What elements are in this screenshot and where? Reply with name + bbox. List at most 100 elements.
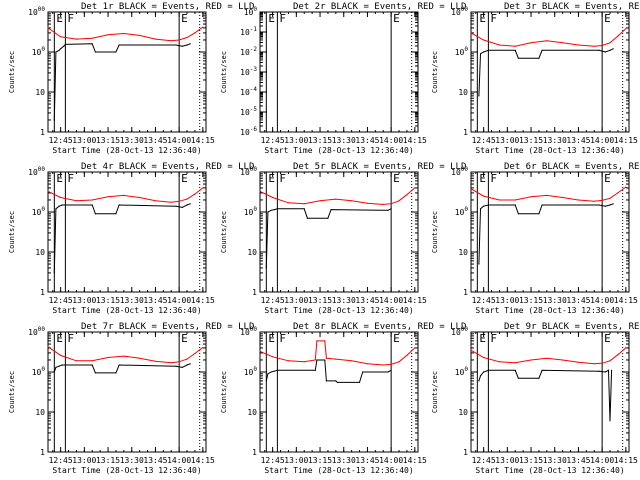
series-point: [487, 369, 489, 371]
y-axis-label: Counts/sec: [220, 51, 228, 93]
x-tick-label: 12:45: [261, 136, 285, 145]
plot-frame: [470, 11, 630, 133]
x-tick-label: 13:30: [543, 296, 567, 305]
series-point: [517, 213, 520, 215]
series-point: [186, 36, 188, 39]
series-point: [60, 196, 62, 199]
event-marker-label: F: [279, 172, 286, 185]
series-point: [265, 267, 267, 269]
series-line: [53, 43, 191, 121]
series-point: [115, 213, 117, 215]
event-marker-label: E: [56, 172, 63, 185]
series-point: [390, 208, 392, 210]
series-point: [202, 346, 204, 349]
event-marker-label: E: [268, 332, 275, 345]
series-point: [175, 44, 177, 46]
series-point: [483, 51, 485, 53]
y-tick-label: 1000: [240, 326, 257, 337]
series-point: [609, 49, 611, 51]
series-point: [91, 204, 93, 206]
series-point: [625, 28, 627, 30]
x-tick-label: 13:00: [495, 136, 519, 145]
series-point: [617, 35, 619, 37]
x-axis-label: Start Time (28-Oct-13 12:36:40): [264, 306, 413, 315]
x-tick-label: 13:30: [332, 296, 356, 305]
y-tick-label: 10: [458, 88, 468, 97]
event-marker-label: E: [604, 12, 611, 25]
x-tick-label: 13:45: [355, 136, 379, 145]
series-point: [178, 39, 180, 41]
x-tick-label: 13:15: [308, 456, 332, 465]
series-point: [270, 209, 272, 211]
y-tick-label: 100: [32, 366, 46, 377]
x-tick-label: 14:15: [614, 456, 638, 465]
series-point: [414, 187, 416, 189]
plot-frame: [259, 331, 419, 453]
series-point: [181, 206, 183, 208]
series-point: [470, 349, 472, 351]
x-tick-label: 13:45: [566, 456, 590, 465]
y-tick-label: 1000: [240, 166, 257, 177]
plot-frame: [47, 11, 207, 133]
y-tick-label: 10: [35, 408, 45, 417]
series-line: [265, 359, 392, 383]
series-point: [362, 371, 364, 373]
series-point: [609, 204, 611, 206]
series-point: [530, 196, 532, 198]
series-point: [265, 380, 267, 382]
series-point: [530, 359, 532, 361]
series-point: [118, 44, 120, 46]
series-point: [316, 340, 318, 342]
series-point: [483, 205, 485, 207]
series-point: [366, 202, 368, 204]
series-point: [186, 204, 188, 206]
x-tick-label: 13:00: [284, 296, 308, 305]
x-tick-label: 13:15: [308, 296, 332, 305]
y-tick-label: 100: [455, 366, 469, 377]
series-point: [91, 43, 93, 45]
series-point: [91, 37, 93, 39]
series-point: [194, 193, 196, 195]
series-point: [541, 204, 543, 206]
x-tick-label: 14:15: [191, 296, 215, 305]
series-point: [562, 359, 564, 361]
y-tick-label: 100: [32, 46, 46, 57]
series-point: [406, 354, 408, 356]
x-tick-label: 14:00: [590, 136, 614, 145]
x-tick-label: 13:45: [143, 136, 167, 145]
series-point: [612, 203, 614, 205]
series-point: [479, 375, 482, 377]
x-tick-label: 13:15: [96, 296, 120, 305]
series-point: [358, 381, 361, 383]
y-tick-label: 100: [455, 46, 469, 57]
y-axis-label: Counts/sec: [431, 51, 439, 93]
series-point: [91, 364, 93, 366]
y-tick-label: 1: [463, 128, 468, 137]
y-axis-label: Counts/sec: [220, 371, 228, 413]
plot-frame: [259, 171, 419, 293]
series-point: [139, 357, 141, 359]
event-marker-label: F: [490, 12, 497, 25]
x-tick-label: 13:15: [519, 136, 543, 145]
series-point: [107, 196, 109, 198]
x-tick-label: 13:15: [96, 136, 120, 145]
series-point: [498, 44, 500, 46]
plot-title: Det 6r BLACK = Events, RED = LLD: [504, 162, 640, 172]
plot-title: Det 1r BLACK = Events, RED = LLD: [81, 2, 254, 12]
series-point: [139, 34, 141, 37]
series-point: [483, 195, 485, 197]
series-point: [287, 360, 289, 362]
series-point: [60, 354, 62, 356]
x-tick-label: 13:45: [355, 456, 379, 465]
x-tick-label: 13:45: [566, 136, 590, 145]
series-point: [546, 40, 548, 42]
x-tick-label: 13:00: [284, 456, 308, 465]
series-point: [175, 205, 177, 207]
series-point: [577, 361, 580, 363]
series-line: [53, 203, 191, 273]
y-tick-label: 1: [252, 288, 257, 297]
series-point: [498, 199, 500, 201]
series-line: [265, 208, 392, 268]
x-tick-label: 14:00: [167, 136, 191, 145]
series-point: [314, 369, 316, 371]
